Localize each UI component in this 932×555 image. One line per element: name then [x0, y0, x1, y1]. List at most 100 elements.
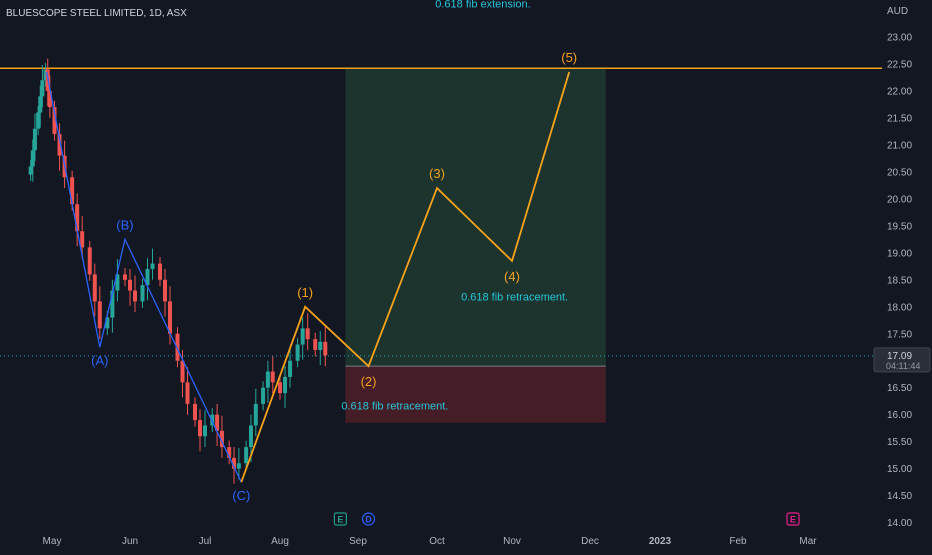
y-tick-label: 21.00 — [887, 140, 912, 151]
impulse-wave-line — [240, 71, 571, 483]
x-tick-label: Aug — [271, 536, 289, 547]
y-tick-label: 18.50 — [887, 275, 912, 286]
candle-body — [295, 344, 300, 361]
y-tick-label: 18.00 — [887, 302, 912, 313]
candle-body — [115, 274, 120, 291]
candle-body — [248, 425, 253, 448]
price-badge — [873, 347, 931, 373]
candle-body — [28, 166, 33, 175]
impulse-wave-label: (5) — [561, 50, 577, 65]
x-tick-label: Mar — [799, 536, 817, 547]
abc-wave-label: (C) — [232, 488, 250, 503]
candle-body — [244, 447, 249, 464]
x-tick-label: 2023 — [649, 536, 672, 547]
candle-body — [92, 274, 97, 302]
x-tick-label: Nov — [503, 536, 521, 547]
candle-body — [36, 112, 41, 129]
y-tick-label: 16.00 — [887, 410, 912, 421]
candle-body — [175, 333, 180, 361]
candle-body — [270, 371, 275, 383]
event-marker-label: E — [337, 515, 343, 525]
x-tick-label: Jun — [122, 536, 138, 547]
impulse-wave-label: (1) — [297, 285, 313, 300]
dividend-marker — [361, 512, 376, 526]
candle-body — [219, 430, 224, 448]
candle-body — [128, 279, 132, 291]
event-marker-label: E — [790, 515, 796, 525]
earnings-marker — [333, 512, 347, 526]
currency-label: AUD — [887, 6, 908, 17]
candle-body — [150, 263, 155, 269]
y-tick-label: 20.00 — [887, 194, 912, 205]
x-tick-label: Sep — [349, 536, 367, 547]
candle-body — [265, 371, 270, 388]
countdown-value: 04:11:44 — [886, 361, 920, 371]
candle-body — [145, 269, 150, 286]
candle-body — [140, 285, 145, 302]
x-tick-label: Jul — [199, 536, 212, 547]
candle-body — [232, 457, 237, 469]
candle-body — [40, 80, 45, 97]
x-tick-label: May — [43, 536, 62, 547]
candle-body — [97, 301, 102, 329]
y-tick-label: 21.50 — [887, 113, 912, 124]
candle-body — [283, 376, 288, 394]
candle-body — [43, 69, 48, 81]
chart-title: BLUESCOPE STEEL LIMITED, 1D, ASX — [6, 8, 187, 19]
earnings-marker — [786, 512, 800, 526]
candle-body — [236, 463, 241, 469]
abc-wave-line — [46, 71, 242, 483]
y-tick-label: 17.50 — [887, 329, 912, 340]
candle-body — [300, 328, 305, 345]
impulse-wave-label: (2) — [361, 374, 377, 389]
candle-body — [32, 128, 37, 151]
y-tick-label: 15.50 — [887, 437, 912, 448]
candle-body — [122, 274, 127, 280]
fib-annotation: 0.618 fib retracement. — [461, 291, 568, 303]
candle-body — [47, 90, 52, 108]
y-tick-label: 23.00 — [887, 32, 912, 43]
loss-zone — [345, 366, 606, 423]
y-tick-label: 16.50 — [887, 383, 912, 394]
abc-wave-label: (A) — [91, 353, 108, 368]
candle-body — [198, 420, 202, 437]
impulse-wave-label: (4) — [504, 269, 520, 284]
candle-body — [193, 403, 197, 421]
candle-body — [133, 290, 137, 302]
x-tick-label: Dec — [581, 536, 599, 547]
candle-body — [38, 96, 43, 113]
x-tick-label: Feb — [729, 536, 747, 547]
y-tick-label: 22.00 — [887, 86, 912, 97]
y-tick-label: 14.00 — [887, 518, 912, 529]
candle-body — [203, 425, 207, 437]
candle-body — [158, 263, 162, 280]
fib-annotation: 0.618 fib retracement. — [341, 400, 448, 412]
candle-body — [105, 317, 110, 329]
y-tick-label: 19.50 — [887, 221, 912, 232]
candle-body — [75, 204, 80, 232]
candle-body — [70, 177, 75, 205]
x-tick-label: Oct — [429, 536, 445, 547]
profit-zone — [345, 68, 606, 367]
candle-body — [52, 107, 57, 135]
candle-body — [215, 414, 220, 431]
candle-body — [57, 134, 62, 156]
candle-body — [288, 360, 293, 377]
candle-body — [185, 382, 190, 404]
impulse-wave-label: (3) — [429, 166, 445, 181]
candle-body — [163, 279, 167, 302]
candle-body — [87, 247, 92, 275]
last-price-value: 17.09 — [887, 351, 912, 362]
event-marker-label: D — [365, 515, 372, 525]
candle-body — [313, 339, 318, 350]
y-tick-label: 22.50 — [887, 59, 912, 70]
y-tick-label: 19.00 — [887, 248, 912, 259]
candle-body — [30, 150, 35, 167]
candle-body — [168, 301, 172, 334]
y-tick-label: 14.50 — [887, 491, 912, 502]
abc-wave-label: (B) — [116, 217, 133, 232]
candle-body — [261, 387, 266, 404]
candle-body — [305, 328, 310, 340]
